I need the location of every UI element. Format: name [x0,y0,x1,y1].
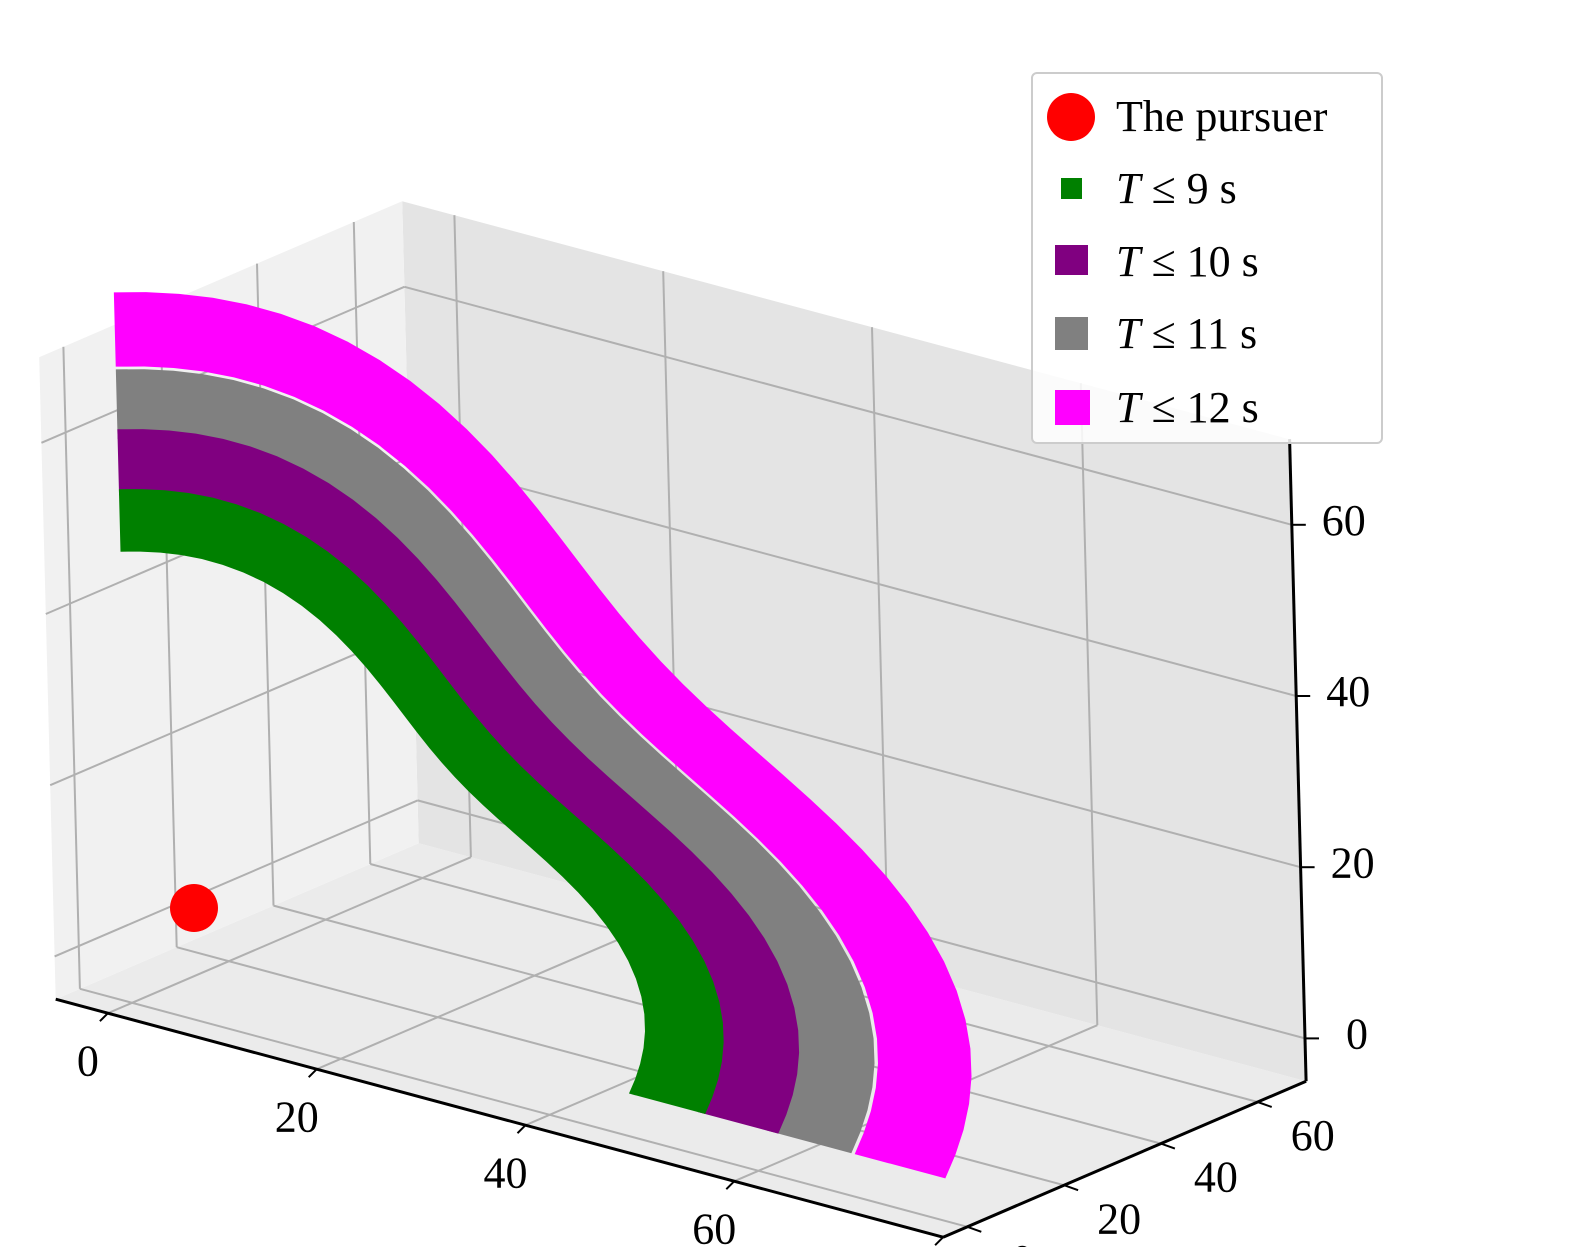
legend-marker-series-1 [1055,245,1088,275]
z-tick-label: 20 [1331,838,1375,887]
reachable-set-12s [113,292,972,1179]
grid-line-x-back [871,327,890,970]
y-tick-mark [1160,1142,1176,1150]
x-tick-mark [934,1236,944,1246]
x-tick-label: 40 [484,1148,528,1197]
grid-line-z-side [54,799,418,958]
x-tick-mark [516,1124,527,1134]
axis-lines [55,439,1308,1239]
grid-line-y-floor [79,987,968,1228]
legend-marker-series-0 [1061,178,1082,199]
legend-label-series-0: T ≤ 9 s [1116,164,1237,213]
z-tick-label: 0 [1346,1009,1368,1058]
grid-line-z-back [408,457,1297,697]
z-tick-label: 40 [1326,667,1370,716]
legend-marker-series-3 [1055,390,1090,425]
y-tick-mark [1063,1184,1079,1192]
legend-label-pursuer: The pursuer [1116,92,1328,141]
x-tick-label: 0 [77,1036,99,1085]
z-tick-label: 60 [1322,496,1366,545]
reachable-set-11s [115,369,875,1154]
reachable-sets [113,292,972,1179]
pursuer-point [170,884,218,932]
grid-line-x-back [1079,383,1099,1026]
x-tick-mark [99,1012,109,1022]
x-tick-label: 20 [275,1092,319,1141]
legend: The pursuer T ≤ 9 s T ≤ 10 s T ≤ 11 s T … [1031,72,1383,444]
x-tick-label: 60 [692,1204,736,1247]
grid-line-x-floor [107,856,472,1015]
pursuer-layer [170,884,218,932]
y-tick-mark [966,1225,982,1233]
y-tick-mark [1257,1101,1273,1108]
z-axis-line [1288,439,1308,1082]
legend-marker-pursuer [1047,93,1095,141]
y-tick-label: 60 [1291,1111,1335,1160]
legend-label-series-2: T ≤ 11 s [1116,309,1257,358]
y-axis-line [942,1079,1307,1239]
x-tick-mark [307,1068,318,1078]
y-tick-label: 20 [1097,1194,1141,1243]
legend-label-series-1: T ≤ 10 s [1116,237,1259,286]
tick-labels: 02040608002040600204060 [77,496,1375,1247]
reachable-set-9s [118,489,724,1115]
grid-line-y-side [62,346,81,989]
reachable-set-10s [117,429,800,1134]
legend-marker-series-2 [1055,317,1088,350]
x-axis-line [55,997,944,1239]
grid-line-z-back [404,285,1293,526]
legend-label-series-3: T ≤ 12 s [1116,383,1259,432]
x-tick-mark [725,1180,736,1190]
legend-box [1031,72,1383,444]
y-tick-label: 40 [1194,1153,1238,1202]
y-tick-label: 0 [1011,1236,1033,1247]
grid-line-z-side [49,628,414,787]
